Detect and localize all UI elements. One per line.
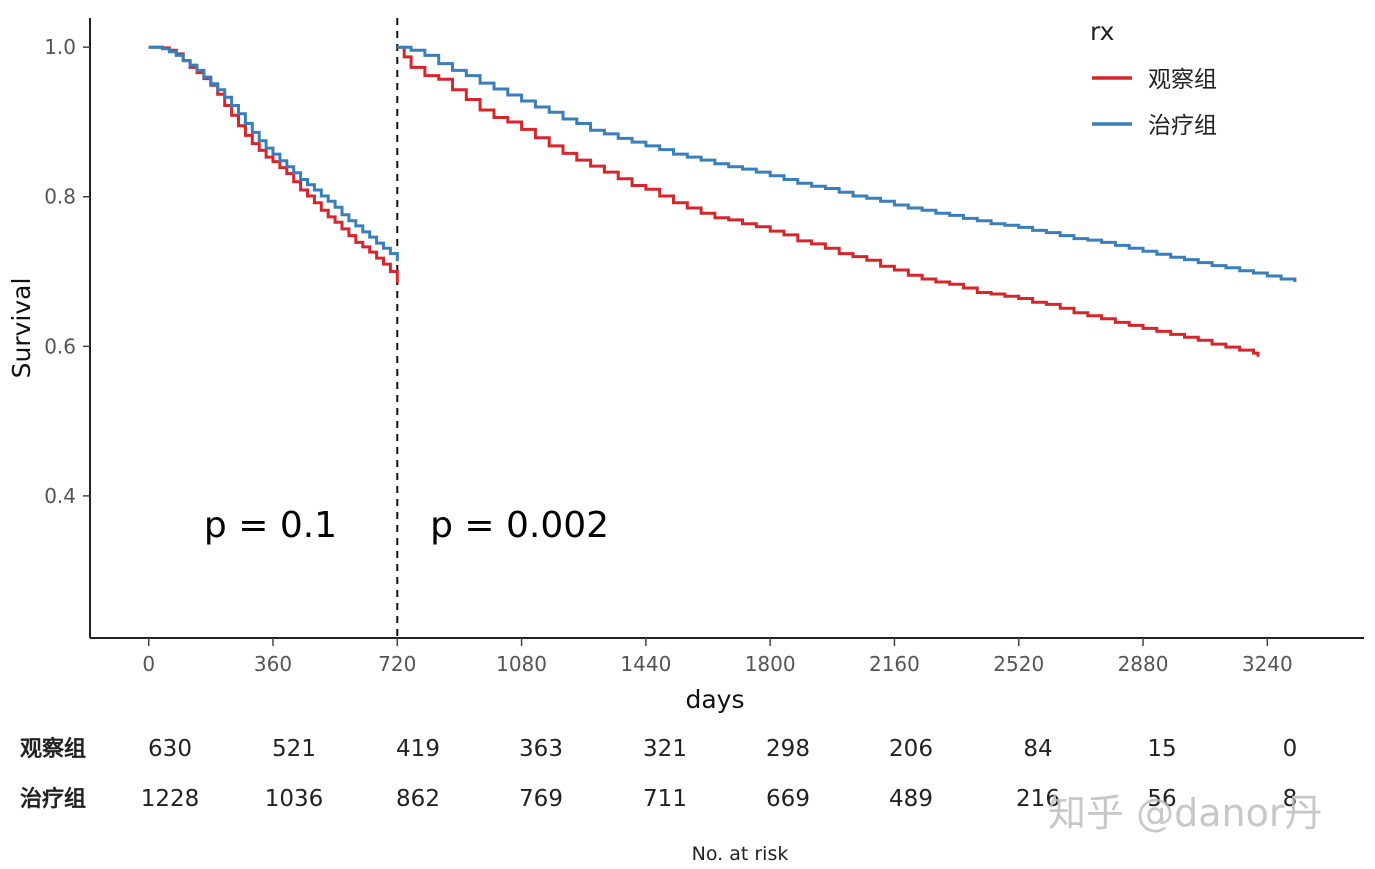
risk-count: 0 — [1283, 736, 1298, 762]
survival-curve-1-segment-1 — [148, 45, 399, 283]
risk-count: 363 — [519, 736, 563, 762]
y-axis-title: Survival — [7, 278, 36, 379]
x-tick-label: 2880 — [1118, 652, 1169, 676]
y-tick-label: 0.4 — [44, 484, 76, 508]
p-value-label: p = 0.002 — [430, 505, 609, 546]
x-tick-label: 1800 — [745, 652, 796, 676]
x-tick-label: 3240 — [1242, 652, 1293, 676]
x-tick-label: 360 — [254, 652, 292, 676]
risk-count: 521 — [272, 736, 316, 762]
legend-label: 观察组 — [1148, 67, 1217, 93]
risk-count: 1228 — [141, 786, 200, 812]
risk-count: 711 — [643, 786, 687, 812]
risk-count: 1036 — [265, 786, 324, 812]
survival-curve-1-segment-2 — [397, 45, 1260, 357]
risk-count: 862 — [396, 786, 440, 812]
risk-count: 489 — [889, 786, 933, 812]
axis-layer: 0 360 720 1080 1440 1800 2160 2520 2880 3240 0.4 0.… — [7, 18, 1364, 714]
plot-layer — [148, 18, 1297, 638]
watermark: 知乎 @danor丹 — [1048, 791, 1322, 835]
y-tick-label: 1.0 — [44, 35, 76, 59]
y-tick-label: 0.6 — [44, 334, 76, 358]
x-axis-title: days — [685, 685, 744, 714]
risk-count: 669 — [766, 786, 810, 812]
risk-count: 56 — [1147, 786, 1176, 812]
survival-curve-2-segment-1 — [148, 45, 399, 262]
y-tick-label: 0.8 — [44, 185, 76, 209]
risk-count: 769 — [519, 786, 563, 812]
risk-count: 206 — [889, 736, 933, 762]
risk-table-title: No. at risk — [692, 843, 789, 865]
x-tick-label: 2520 — [993, 652, 1044, 676]
p-value-label: p = 0.1 — [204, 505, 337, 546]
survival-curve-2-segment-2 — [397, 45, 1297, 282]
x-tick-label: 720 — [378, 652, 416, 676]
risk-count: 321 — [643, 736, 687, 762]
risk-count: 8 — [1283, 786, 1298, 812]
risk-group-label: 治疗组 — [20, 786, 86, 812]
risk-count: 84 — [1023, 736, 1052, 762]
x-tick-label: 0 — [142, 652, 155, 676]
x-tick-label: 2160 — [869, 652, 920, 676]
risk-group-label: 观察组 — [20, 736, 86, 762]
x-tick-label: 1440 — [620, 652, 671, 676]
risk-table: 观察组 630 521 419 363 321 298 206 84 15 0 治疗组 1228 1036… — [20, 736, 1297, 865]
annotation-layer: p = 0.1 p = 0.002 — [204, 505, 609, 546]
legend-label: 治疗组 — [1148, 113, 1217, 139]
risk-count: 630 — [148, 736, 192, 762]
risk-count: 15 — [1147, 736, 1176, 762]
risk-count: 419 — [396, 736, 440, 762]
risk-count: 298 — [766, 736, 810, 762]
x-tick-label: 1080 — [496, 652, 547, 676]
legend-title: rx — [1090, 17, 1114, 46]
risk-count: 216 — [1016, 786, 1060, 812]
